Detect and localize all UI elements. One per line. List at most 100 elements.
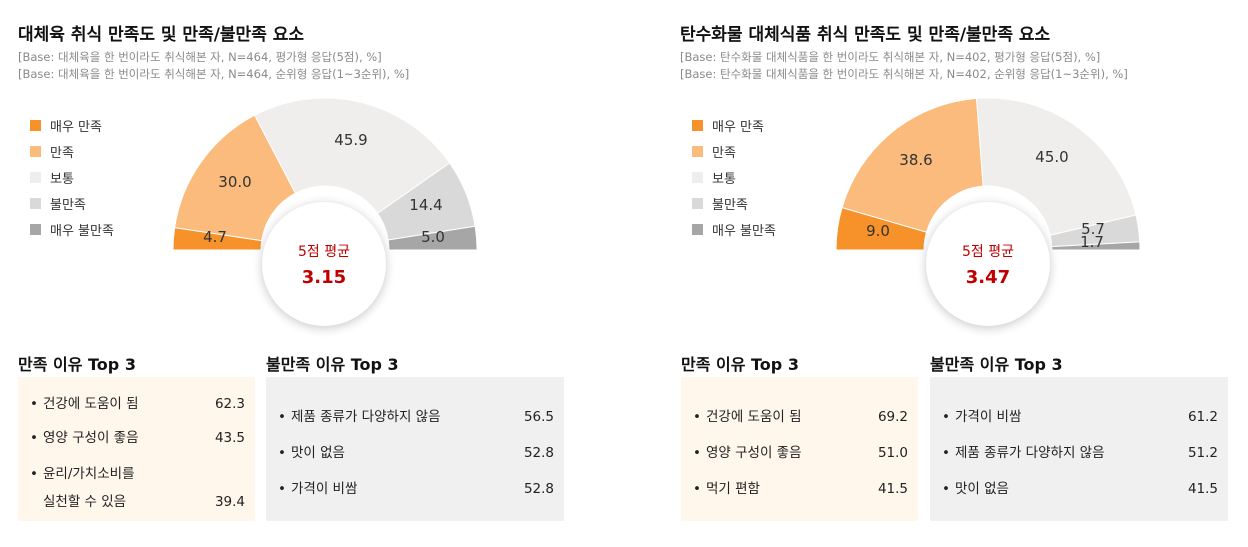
satisfaction-reasons-box: • 건강에 도움이 됨 62.3 • 영양 구성이 좋음 43.5 • 윤리/가… <box>18 377 255 521</box>
legend-label: 매우 불만족 <box>712 223 776 239</box>
segment-very-dissatisfied <box>387 225 478 251</box>
reason-label-line2: 실천할 수 있음 <box>43 494 127 510</box>
legend-label: 매우 불만족 <box>50 223 114 239</box>
legend: 매우 만족 만족 보통 불만족 매우 불만족 <box>30 112 114 242</box>
legend-label: 만족 <box>50 145 74 161</box>
bullet: • <box>942 409 950 425</box>
average-score-badge: 5점 평균 3.47 <box>926 202 1050 326</box>
legend-label: 보통 <box>50 171 74 187</box>
satisfaction-semi-donut-chart: 9.0 38.6 45.0 5.71.7 <box>835 97 1141 251</box>
bullet: • <box>30 396 38 412</box>
segment-very-dissatisfied <box>1051 241 1141 251</box>
reason-label: 영양 구성이 좋음 <box>706 445 802 461</box>
legend-item-satisfied: 만족 <box>30 138 114 164</box>
reason-row: • 가격이 비쌈 52.8 <box>278 475 554 503</box>
reason-row: • 가격이 비쌈 61.2 <box>942 403 1218 431</box>
base-note-ranking: [Base: 대체육을 한 번이라도 취식해본 자, N=464, 순위형 응답… <box>18 67 410 81</box>
reason-label: 영양 구성이 좋음 <box>43 430 139 446</box>
base-note-rating: [Base: 탄수화물 대체식품을 한 번이라도 취식해본 자, N=402, … <box>680 50 1101 64</box>
legend-item-neutral: 보통 <box>692 164 776 190</box>
legend-label: 매우 만족 <box>712 119 764 135</box>
reason-label: 제품 종류가 다양하지 않음 <box>955 445 1105 461</box>
reason-value: 61.2 <box>1187 409 1218 425</box>
legend-item-very-dissatisfied: 매우 불만족 <box>692 216 776 242</box>
legend-item-very-satisfied: 매우 만족 <box>692 112 776 138</box>
data-label: 45.9 <box>334 131 367 149</box>
satisfaction-reasons-box: • 건강에 도움이 됨 69.2 • 영양 구성이 좋음 51.0 • 먹기 편… <box>681 377 918 521</box>
reason-label: 건강에 도움이 됨 <box>43 396 139 412</box>
legend-swatch <box>30 223 41 235</box>
reason-row: • 맛이 없음 52.8 <box>278 439 554 467</box>
reason-label: 건강에 도움이 됨 <box>706 409 802 425</box>
satisfaction-reasons-title: 만족 이유 Top 3 <box>681 355 799 374</box>
data-label: 5.7 <box>1081 220 1105 238</box>
legend-item-satisfied: 만족 <box>692 138 776 164</box>
bullet: • <box>693 445 701 461</box>
segment-neutral <box>976 97 1137 236</box>
reason-value: 51.0 <box>877 445 908 461</box>
reason-row: • 맛이 없음 41.5 <box>942 475 1218 503</box>
reason-value: 41.5 <box>877 481 908 497</box>
dissatisfaction-reasons-box: • 가격이 비쌈 61.2 • 제품 종류가 다양하지 않음 51.2 • 맛이… <box>930 377 1228 521</box>
legend-label: 불만족 <box>712 197 748 213</box>
bullet: • <box>942 481 950 497</box>
reason-label: 맛이 없음 <box>291 445 345 461</box>
legend-item-very-dissatisfied: 매우 불만족 <box>30 216 114 242</box>
bullet: • <box>30 430 38 446</box>
dissatisfaction-reasons-title: 불만족 이유 Top 3 <box>930 355 1063 374</box>
reason-row: • 먹기 편함 41.5 <box>693 475 908 503</box>
legend-swatch <box>30 145 41 157</box>
average-score-value: 3.15 <box>301 266 347 288</box>
dissatisfaction-reasons-box: • 제품 종류가 다양하지 않음 56.5 • 맛이 없음 52.8 • 가격이… <box>266 377 564 521</box>
reason-row: • 영양 구성이 좋음 51.0 <box>693 439 908 467</box>
reason-row: • 제품 종류가 다양하지 않음 56.5 <box>278 403 554 431</box>
segment-satisfied <box>841 97 984 233</box>
reason-label: 윤리/가치소비를 <box>43 466 135 482</box>
data-label: 4.7 <box>203 228 227 246</box>
dissatisfaction-reasons-title: 불만족 이유 Top 3 <box>266 355 399 374</box>
legend-label: 매우 만족 <box>50 119 102 135</box>
bullet: • <box>278 409 286 425</box>
panel-meat-alternative: 대체육 취식 만족도 및 만족/불만족 요소 [Base: 대체육을 한 번이라… <box>0 0 600 547</box>
bullet: • <box>278 481 286 497</box>
legend-swatch <box>692 171 703 183</box>
panel-carb-alternative: 탄수화물 대체식품 취식 만족도 및 만족/불만족 요소 [Base: 탄수화물… <box>662 0 1248 547</box>
base-note-rating: [Base: 대체육을 한 번이라도 취식해본 자, N=464, 평가형 응답… <box>18 50 382 64</box>
reason-value: 62.3 <box>214 396 245 412</box>
legend-swatch <box>30 197 41 209</box>
reason-value: 52.8 <box>523 481 554 497</box>
chart-title: 대체육 취식 만족도 및 만족/불만족 요소 <box>18 25 305 45</box>
segment-neutral <box>254 97 451 215</box>
chart-title: 탄수화물 대체식품 취식 만족도 및 만족/불만족 요소 <box>680 25 1051 45</box>
average-score-value: 3.47 <box>965 266 1011 288</box>
bullet: • <box>693 409 701 425</box>
reason-row: • 건강에 도움이 됨 62.3 <box>30 390 245 418</box>
bullet: • <box>278 445 286 461</box>
legend-swatch <box>30 171 41 183</box>
reason-value: 69.2 <box>877 409 908 425</box>
data-label: 1.7 <box>1080 233 1104 251</box>
reason-label: 제품 종류가 다양하지 않음 <box>291 409 441 425</box>
legend-item-neutral: 보통 <box>30 164 114 190</box>
reason-label: 가격이 비쌈 <box>955 409 1022 425</box>
reason-row: • 건강에 도움이 됨 69.2 <box>693 403 908 431</box>
legend-item-very-satisfied: 매우 만족 <box>30 112 114 138</box>
reason-label: 가격이 비쌈 <box>291 481 358 497</box>
legend: 매우 만족 만족 보통 불만족 매우 불만족 <box>692 112 776 242</box>
legend-swatch <box>692 197 703 209</box>
reason-row: • 영양 구성이 좋음 43.5 <box>30 424 245 452</box>
reason-row: • 윤리/가치소비를 실천할 수 있음 39.4 <box>30 460 245 516</box>
bullet: • <box>693 481 701 497</box>
reason-value: 52.8 <box>523 445 554 461</box>
legend-item-dissatisfied: 불만족 <box>30 190 114 216</box>
reason-value: 56.5 <box>523 409 554 425</box>
base-note-ranking: [Base: 탄수화물 대체식품을 한 번이라도 취식해본 자, N=402, … <box>680 67 1128 81</box>
legend-swatch <box>692 119 703 131</box>
data-label: 38.6 <box>899 151 932 169</box>
reason-label: 맛이 없음 <box>955 481 1009 497</box>
legend-label: 만족 <box>712 145 736 161</box>
legend-label: 보통 <box>712 171 736 187</box>
legend-item-dissatisfied: 불만족 <box>692 190 776 216</box>
reason-row: • 제품 종류가 다양하지 않음 51.2 <box>942 439 1218 467</box>
reason-value: 43.5 <box>214 430 245 446</box>
